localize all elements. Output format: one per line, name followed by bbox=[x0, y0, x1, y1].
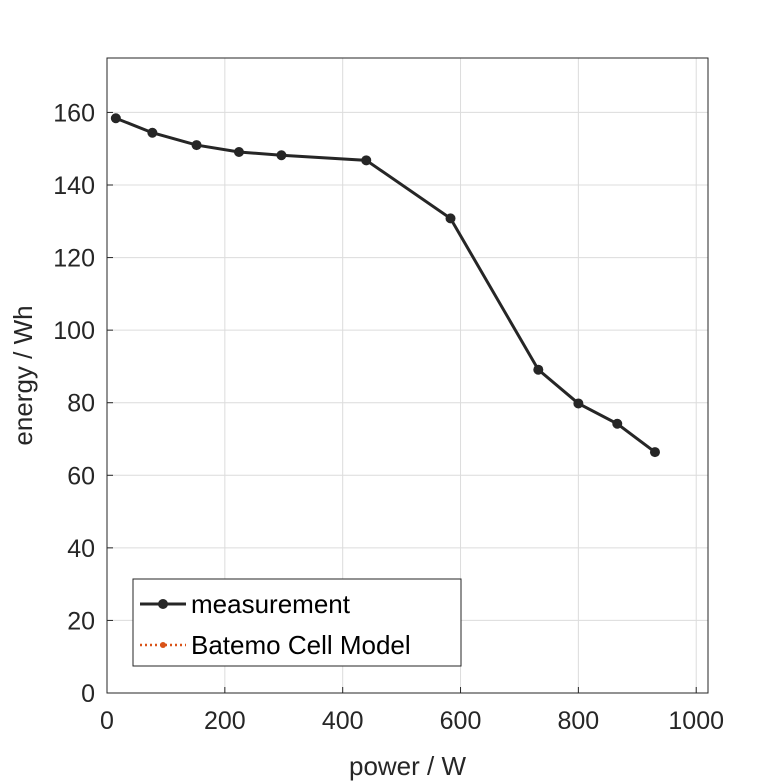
data-point bbox=[445, 213, 456, 224]
data-point bbox=[233, 146, 244, 157]
series-layer bbox=[110, 113, 660, 458]
data-point bbox=[191, 140, 202, 151]
tick-labels: 0 200 400 600 800 1000 0 20 40 60 80 100 120 140 160 bbox=[53, 99, 724, 735]
y-axis-label: energy / Wh bbox=[8, 305, 38, 445]
legend-entry-batemo-cell-model: Batemo Cell Model bbox=[191, 630, 411, 660]
data-point bbox=[276, 150, 287, 161]
y-tick-label: 60 bbox=[67, 462, 95, 490]
legend-box bbox=[132, 578, 462, 667]
y-tick-label: 40 bbox=[67, 535, 95, 563]
axes-frame bbox=[106, 57, 709, 694]
x-tick-label: 800 bbox=[558, 707, 600, 735]
data-point bbox=[110, 113, 121, 124]
y-tick-label: 0 bbox=[81, 680, 95, 708]
x-tick-label: 200 bbox=[204, 707, 246, 735]
x-tick-label: 1000 bbox=[668, 707, 724, 735]
y-tick-label: 100 bbox=[53, 317, 95, 345]
data-point bbox=[649, 447, 660, 458]
data-point bbox=[573, 398, 584, 409]
x-axis-label: power / W bbox=[349, 751, 466, 781]
legend: measurement Batemo Cell Model bbox=[132, 578, 462, 667]
y-tick-label: 20 bbox=[67, 607, 95, 635]
x-tick-label: 400 bbox=[322, 707, 364, 735]
legend-marker-measurement bbox=[158, 599, 168, 609]
y-tick-label: 140 bbox=[53, 172, 95, 200]
legend-marker-batemo-cell-model bbox=[160, 642, 166, 648]
data-point bbox=[147, 127, 158, 138]
data-point bbox=[361, 155, 372, 166]
x-tick-label: 0 bbox=[100, 707, 114, 735]
data-point bbox=[533, 364, 544, 375]
y-tick-label: 160 bbox=[53, 99, 95, 127]
legend-entry-measurement: measurement bbox=[191, 589, 351, 619]
data-point bbox=[612, 418, 623, 429]
y-tick-label: 120 bbox=[53, 245, 95, 273]
x-tick-label: 600 bbox=[440, 707, 482, 735]
y-tick-label: 80 bbox=[67, 390, 95, 418]
